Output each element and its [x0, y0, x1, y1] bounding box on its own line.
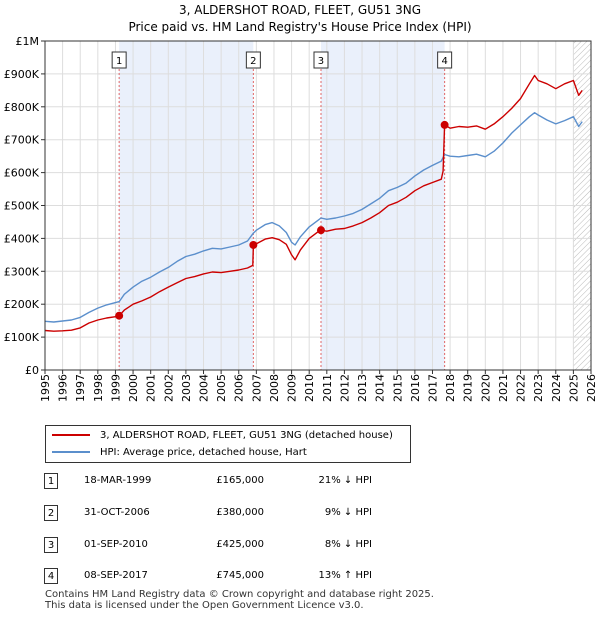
y-tick-label: £800K: [4, 101, 40, 114]
legend-label-hpi: HPI: Average price, detached house, Hart: [100, 447, 307, 458]
x-tick-label: 2013: [356, 374, 369, 402]
y-tick-label: £300K: [4, 265, 40, 278]
sale-row: 1 18-MAR-1999 £165,000 21% ↓ HPI: [0, 472, 600, 492]
sale-hpi-diff: 21% ↓ HPI: [318, 475, 372, 486]
x-tick-label: 2005: [215, 374, 228, 402]
x-tick-label: 1997: [74, 374, 87, 402]
y-tick-label: £100K: [4, 331, 40, 344]
hpi-line: [44, 111, 583, 323]
y-tick-label: £200K: [4, 298, 40, 311]
x-tick-label: 1995: [39, 374, 52, 402]
x-tick-label: 2024: [550, 374, 563, 402]
y-tick-label: £1M: [16, 35, 40, 48]
legend-label-property: 3, ALDERSHOT ROAD, FLEET, GU51 3NG (deta…: [100, 430, 393, 441]
legend-swatch-hpi: [52, 451, 90, 453]
y-tick-label: £400K: [4, 232, 40, 245]
x-tick-label: 2015: [391, 374, 404, 402]
sale-label-box: [111, 51, 127, 69]
sale-date: 18-MAR-1999: [84, 475, 152, 486]
x-tick-label: 2021: [497, 374, 510, 402]
x-tick-label: 2008: [268, 374, 281, 402]
sale-point: [316, 226, 325, 235]
legend-swatch-property: [52, 434, 90, 436]
property-price-line: [44, 74, 583, 332]
sale-hpi-diff: 13% ↑ HPI: [318, 570, 372, 581]
x-tick-label: 2000: [127, 374, 140, 402]
sale-number: 1: [44, 473, 58, 489]
x-tick-label: 2018: [444, 374, 457, 402]
y-tick-label: £700K: [4, 134, 40, 147]
sale-price: £745,000: [216, 570, 264, 581]
sale-date: 01-SEP-2010: [84, 539, 148, 550]
sale-label: 1: [116, 56, 122, 67]
y-tick-label: £600K: [4, 167, 40, 180]
sale-price: £165,000: [216, 475, 264, 486]
sale-number: 2: [44, 505, 58, 521]
x-tick-label: 2025: [567, 374, 580, 402]
price-chart: 3, ALDERSHOT ROAD, FLEET, GU51 3NG Price…: [4, 3, 598, 402]
sale-row: 2 31-OCT-2006 £380,000 9% ↓ HPI: [0, 504, 600, 524]
x-tick-label: 2007: [250, 374, 263, 402]
x-tick-label: 2002: [162, 374, 175, 402]
sale-date: 31-OCT-2006: [84, 507, 150, 518]
x-tick-label: 2026: [585, 374, 598, 402]
sale-number: 3: [44, 537, 58, 553]
footer: Contains HM Land Registry data © Crown c…: [45, 589, 434, 611]
x-tick-label: 2001: [145, 374, 158, 402]
x-tick-label: 1998: [92, 374, 105, 402]
x-tick-label: 2004: [198, 374, 211, 402]
chart-subtitle: Price paid vs. HM Land Registry's House …: [128, 20, 471, 34]
sale-label: 3: [318, 56, 324, 67]
sale-price: £425,000: [216, 539, 264, 550]
x-tick-label: 2010: [303, 374, 316, 402]
x-tick-label: 2011: [321, 374, 334, 402]
sale-hpi-diff: 9% ↓ HPI: [324, 507, 372, 518]
legend-item-hpi: HPI: Average price, detached house, Hart: [52, 445, 307, 461]
x-tick-label: 1996: [57, 374, 70, 402]
x-tick-label: 2016: [409, 374, 422, 402]
sale-row: 4 08-SEP-2017 £745,000 13% ↑ HPI: [0, 567, 600, 587]
sale-date: 08-SEP-2017: [84, 570, 148, 581]
sale-label-box: [437, 51, 453, 69]
footer-licence: This data is licensed under the Open Gov…: [45, 600, 364, 611]
x-tick-label: 2019: [462, 374, 475, 402]
sale-label-box: [245, 51, 261, 69]
y-tick-label: £0: [25, 364, 39, 377]
sale-label: 2: [250, 56, 256, 67]
x-tick-label: 1999: [109, 374, 122, 402]
x-tick-label: 2022: [515, 374, 528, 402]
footer-copyright: Contains HM Land Registry data © Crown c…: [45, 589, 434, 600]
sale-number: 4: [44, 568, 58, 584]
legend: 3, ALDERSHOT ROAD, FLEET, GU51 3NG (deta…: [45, 425, 411, 463]
x-tick-label: 2003: [180, 374, 193, 402]
y-tick-label: £500K: [4, 200, 40, 213]
x-tick-label: 2006: [233, 374, 246, 402]
sale-hpi-diff: 8% ↓ HPI: [324, 539, 372, 550]
sale-point: [249, 240, 258, 249]
sale-row: 3 01-SEP-2010 £425,000 8% ↓ HPI: [0, 536, 600, 556]
sale-point: [115, 311, 124, 320]
chart-title: 3, ALDERSHOT ROAD, FLEET, GU51 3NG: [179, 3, 421, 17]
x-tick-label: 2017: [426, 374, 439, 402]
sale-point: [440, 120, 449, 129]
x-tick-label: 2012: [338, 374, 351, 402]
x-tick-label: 2023: [532, 374, 545, 402]
x-tick-label: 2014: [374, 374, 387, 402]
y-tick-label: £900K: [4, 68, 40, 81]
sale-label: 4: [441, 56, 447, 67]
x-tick-label: 2020: [479, 374, 492, 402]
x-tick-label: 2009: [286, 374, 299, 402]
sale-label-box: [313, 51, 329, 69]
legend-item-property: 3, ALDERSHOT ROAD, FLEET, GU51 3NG (deta…: [52, 428, 393, 444]
sale-price: £380,000: [216, 507, 264, 518]
